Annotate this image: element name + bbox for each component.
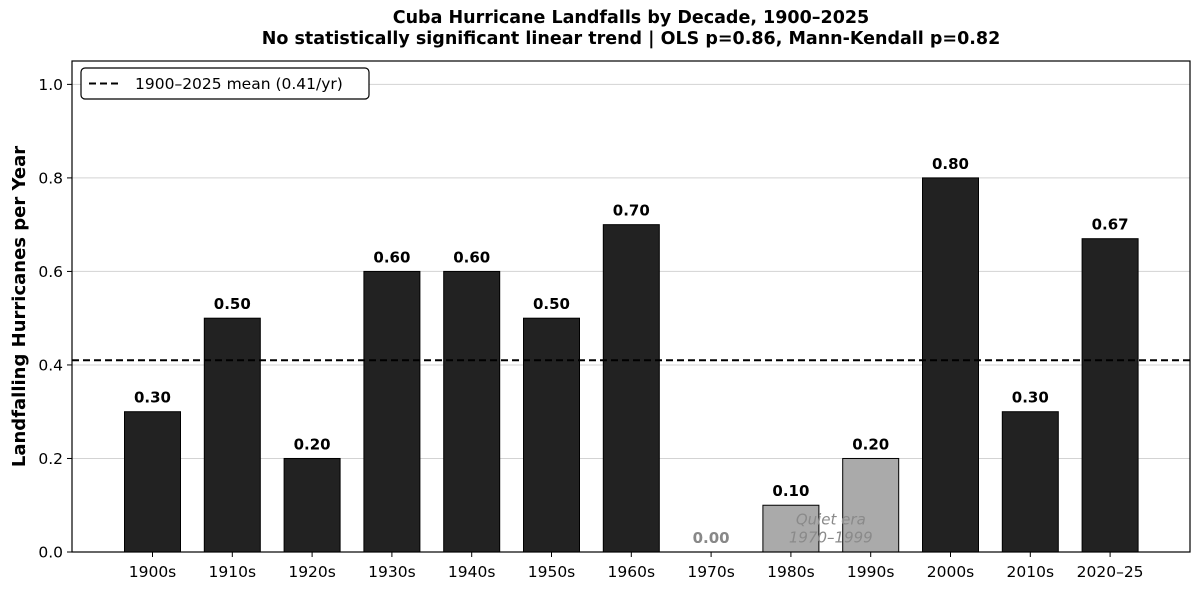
x-tick-label: 1950s xyxy=(528,563,576,581)
x-tick-label: 1960s xyxy=(608,563,656,581)
x-tick-label: 1920s xyxy=(288,563,336,581)
value-label: 0.50 xyxy=(214,295,251,313)
y-tick-label: 1.0 xyxy=(38,76,63,94)
bar-1910s xyxy=(203,317,261,553)
legend-label: 1900–2025 mean (0.41/yr) xyxy=(135,75,343,93)
value-label: 0.20 xyxy=(294,435,331,453)
y-tick-label: 0.2 xyxy=(38,450,63,468)
bar-1930s xyxy=(363,270,421,553)
value-label: 0.20 xyxy=(852,435,889,453)
x-tick-label: 1910s xyxy=(209,563,257,581)
bar-1980s xyxy=(762,504,820,553)
x-tick-label: 1970s xyxy=(687,563,735,581)
bars xyxy=(124,177,1139,553)
bar-1940s xyxy=(443,270,501,553)
chart-title: Cuba Hurricane Landfalls by Decade, 1900… xyxy=(392,8,870,28)
x-tick-label: 2020–25 xyxy=(1077,563,1144,581)
bar-2010s xyxy=(1001,411,1059,553)
value-label: 0.80 xyxy=(932,155,969,173)
x-tick-label: 1930s xyxy=(368,563,416,581)
bar-1920s xyxy=(283,457,341,553)
value-label: 0.60 xyxy=(373,248,410,266)
x-tick-label: 2000s xyxy=(927,563,975,581)
bar-1990s xyxy=(842,457,900,553)
bar-2020–25 xyxy=(1081,238,1139,553)
value-label: 0.67 xyxy=(1092,216,1129,234)
value-label: 0.10 xyxy=(772,482,809,500)
chart-subtitle: No statistically significant linear tren… xyxy=(261,29,1001,49)
value-label: 0.60 xyxy=(453,248,490,266)
y-axis-label: Landfalling Hurricanes per Year xyxy=(9,146,30,467)
legend: 1900–2025 mean (0.41/yr) xyxy=(80,67,370,100)
y-tick-label: 0.8 xyxy=(38,169,63,187)
bar-1950s xyxy=(523,317,580,553)
value-label: 0.70 xyxy=(613,202,650,220)
value-label: 0.50 xyxy=(533,295,570,313)
value-label: 0.00 xyxy=(693,529,730,547)
annotation-line: Quiet era xyxy=(796,511,866,529)
x-tick-label: 1940s xyxy=(448,563,496,581)
x-tick-label: 1990s xyxy=(847,563,895,581)
bar-1900s xyxy=(124,411,181,553)
legend-box xyxy=(80,67,370,100)
value-label: 0.30 xyxy=(1012,389,1049,407)
y-tick-label: 0.4 xyxy=(38,356,63,374)
y-tick-label: 0.6 xyxy=(38,263,63,281)
bar-2000s xyxy=(922,177,979,553)
value-labels: 0.30 0.50 0.20 0.60 0.60 0.50 0.70 0.00 0.10 0.20… xyxy=(134,155,1129,547)
axes: 0.0 0.2 0.4 0.6 0.8 1.0 1900s 1910s 1920s 1930s 19… xyxy=(9,60,1191,581)
y-tick-label: 0.0 xyxy=(38,544,63,562)
x-tick-label: 1980s xyxy=(767,563,815,581)
annotation-line: 1970–1999 xyxy=(789,529,873,547)
value-label: 0.30 xyxy=(134,389,171,407)
x-tick-label: 1900s xyxy=(129,563,177,581)
bar-1960s xyxy=(602,224,660,553)
x-tick-label: 2010s xyxy=(1007,563,1055,581)
